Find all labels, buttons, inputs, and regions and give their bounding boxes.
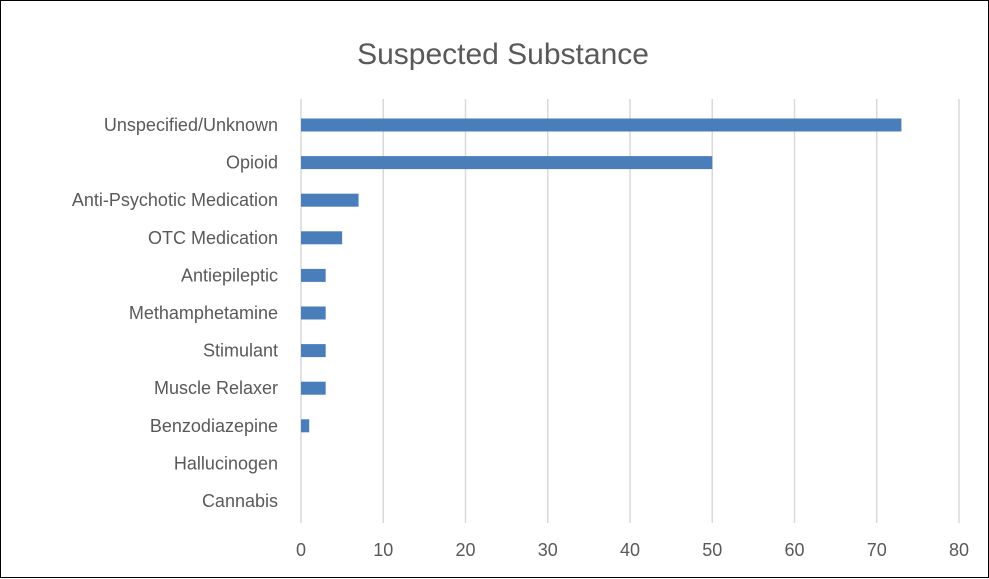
category-label: Stimulant [203, 341, 278, 361]
x-tick-label: 80 [949, 540, 969, 560]
bar-methamphetamine [301, 306, 326, 320]
bar-otc-medication [301, 231, 343, 245]
x-axis-tick-labels: 0 10 20 30 40 50 60 70 80 [296, 540, 969, 560]
bar-stimulant [301, 344, 326, 358]
category-label: Hallucinogen [174, 453, 278, 473]
category-label: OTC Medication [148, 228, 278, 248]
category-label: Muscle Relaxer [154, 378, 278, 398]
category-label: Opioid [226, 153, 278, 173]
x-tick-label: 0 [296, 540, 306, 560]
x-tick-label: 30 [538, 540, 558, 560]
category-label: Anti-Psychotic Medication [72, 190, 278, 210]
category-label: Cannabis [202, 491, 278, 511]
x-tick-label: 20 [455, 540, 475, 560]
category-label: Antiepileptic [181, 265, 278, 285]
x-tick-label: 10 [373, 540, 393, 560]
category-label: Unspecified/Unknown [104, 115, 278, 135]
bars [301, 118, 902, 433]
bar-opioid [301, 156, 713, 170]
bar-antiepileptic [301, 268, 326, 282]
category-labels: Unspecified/Unknown Opioid Anti-Psychotic … [72, 115, 278, 511]
bar-anti-psychotic-medication [301, 193, 359, 207]
x-tick-label: 50 [702, 540, 722, 560]
x-tick-label: 70 [867, 540, 887, 560]
bar-benzodiazepine [301, 419, 310, 433]
bar-muscle-relaxer [301, 381, 326, 395]
chart-title: Suspected Substance [357, 38, 649, 71]
bar-unspecified-unknown [301, 118, 902, 132]
category-label: Methamphetamine [129, 303, 278, 323]
x-tick-label: 60 [784, 540, 804, 560]
x-tick-label: 40 [620, 540, 640, 560]
category-label: Benzodiazepine [150, 416, 278, 436]
gridlines [300, 99, 960, 523]
